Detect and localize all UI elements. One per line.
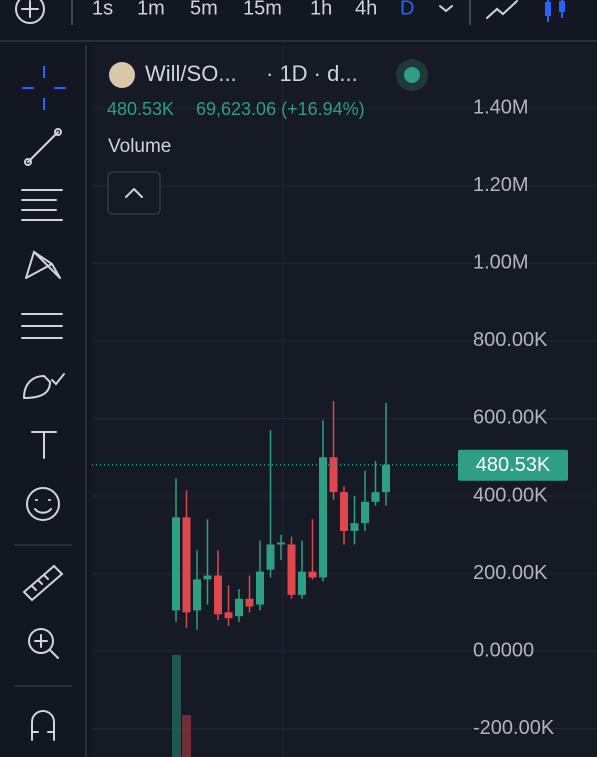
volume-bar bbox=[172, 655, 181, 757]
zoom-tool[interactable] bbox=[28, 628, 54, 654]
candle-body bbox=[287, 544, 296, 595]
candle-body bbox=[308, 571, 317, 578]
interval-button[interactable]: 1s bbox=[92, 0, 113, 19]
trendline-dot bbox=[54, 128, 62, 136]
drawing-sidebar bbox=[14, 66, 72, 741]
candle-body bbox=[214, 575, 222, 615]
candle-body bbox=[193, 579, 201, 611]
y-tick-label: -200.00K bbox=[473, 717, 555, 739]
candle-body bbox=[266, 544, 275, 570]
y-tick-label: 1.40M bbox=[473, 96, 529, 118]
prediction-tool[interactable] bbox=[21, 313, 63, 339]
candle-body bbox=[245, 598, 254, 607]
candle-body bbox=[203, 575, 212, 580]
pattern-tool[interactable] bbox=[25, 250, 61, 279]
top-toolbar: 1s 1m 5m 15m 1h 4h D bbox=[15, 0, 565, 25]
collapse-icon bbox=[125, 187, 143, 198]
interval-button[interactable]: 5m bbox=[190, 0, 218, 19]
candle-body bbox=[277, 542, 285, 545]
candle-body bbox=[329, 457, 338, 493]
collapse-button[interactable] bbox=[107, 171, 161, 215]
legend-price: 480.53K bbox=[107, 99, 174, 119]
status-dot bbox=[404, 67, 420, 83]
zoom-icon bbox=[34, 634, 59, 659]
y-tick-label: 800.00K bbox=[473, 329, 548, 351]
candle-body bbox=[382, 464, 390, 493]
crosshair-tool[interactable] bbox=[22, 66, 66, 110]
interval-button[interactable]: D bbox=[400, 0, 414, 19]
price-label-box bbox=[458, 449, 568, 481]
fib-tool[interactable] bbox=[21, 189, 63, 221]
candle-body bbox=[340, 492, 348, 531]
candle-body bbox=[235, 598, 243, 617]
plot: 1.40M 1.20M 1.00M 800.00K 600.00K 400.00K 200.… bbox=[92, 45, 597, 757]
magnet-tool[interactable] bbox=[31, 710, 55, 741]
y-tick-label: 0.0000 bbox=[473, 639, 534, 661]
emoji-tool[interactable] bbox=[26, 487, 60, 521]
y-tick-label: 200.00K bbox=[473, 562, 548, 584]
candle-body bbox=[182, 517, 191, 613]
line-chart-button[interactable] bbox=[486, 0, 518, 19]
price-label: 480.53K bbox=[476, 454, 551, 476]
emoji-face bbox=[34, 499, 52, 514]
ruler-tool[interactable] bbox=[22, 564, 64, 602]
y-tick-label: 1.00M bbox=[473, 252, 529, 274]
candle-body bbox=[350, 523, 359, 531]
interval-label: · 1D · d... bbox=[266, 61, 358, 86]
candle-body bbox=[224, 612, 233, 619]
candle-body bbox=[256, 571, 264, 605]
trendline-tool[interactable] bbox=[27, 131, 59, 163]
symbol-name[interactable]: Will/SO... bbox=[145, 61, 237, 86]
interval-button[interactable]: 1m bbox=[137, 0, 165, 19]
interval-button[interactable]: 15m bbox=[243, 0, 282, 19]
brush-tool[interactable] bbox=[23, 373, 65, 399]
trendline-dot bbox=[24, 158, 32, 166]
legend-change: 69,623.06 (+16.94%) bbox=[196, 99, 365, 119]
candle-body bbox=[172, 517, 180, 611]
interval-button[interactable]: 1h bbox=[310, 0, 332, 19]
interval-menu[interactable] bbox=[439, 5, 453, 13]
interval-button[interactable]: 4h bbox=[355, 0, 377, 19]
candle-chart-button[interactable] bbox=[545, 0, 565, 22]
symbol-avatar bbox=[109, 62, 135, 88]
candle-body bbox=[319, 457, 327, 578]
candle-body bbox=[361, 501, 369, 524]
y-tick-label: 600.00K bbox=[473, 407, 548, 429]
y-tick-label: 1.20M bbox=[473, 174, 529, 196]
add-button[interactable] bbox=[15, 0, 45, 24]
text-tool[interactable] bbox=[31, 431, 57, 459]
legend: Will/SO... · 1D · d... 480.53K 69,623.06… bbox=[107, 59, 428, 215]
candle-body bbox=[371, 492, 380, 502]
indicator-name: Volume bbox=[108, 136, 171, 157]
y-tick-label: 400.00K bbox=[473, 484, 548, 506]
add-icon bbox=[21, 0, 39, 18]
volume-bar bbox=[182, 715, 191, 757]
chart-pane bbox=[92, 45, 597, 757]
candle-body bbox=[298, 571, 306, 595]
